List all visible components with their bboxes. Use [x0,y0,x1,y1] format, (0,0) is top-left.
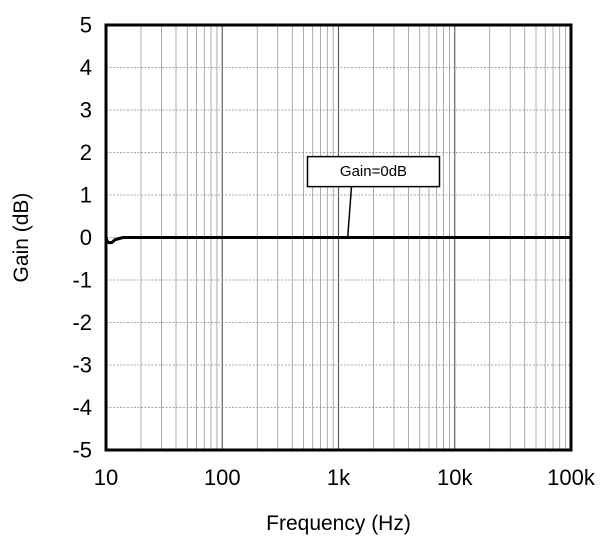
y-tick-label: -5 [72,438,92,463]
y-tick-label: 3 [80,98,92,123]
y-tick-label: 5 [80,13,92,38]
annotation-label: Gain=0dB [340,163,407,180]
annotation: Gain=0dB [306,155,441,238]
plot-frame [104,23,573,452]
y-axis-title: Gain (dB) [10,193,33,283]
y-tick-label: 1 [80,183,92,208]
y-tick-label: -1 [72,268,92,293]
series-layer [104,236,571,245]
x-tick-label: 100 [204,465,241,490]
y-tick-label: 0 [80,225,92,250]
x-tick-label: 10 [94,465,118,490]
y-tick-label: 2 [80,140,92,165]
y-tick-label: 4 [80,55,92,80]
x-tick-label: 100k [547,465,596,490]
annotation-leader-line [346,186,353,238]
x-tick-labels: 10 100 1k 10k 100k [94,465,596,490]
y-tick-label: -2 [72,310,92,335]
y-tick-label: -3 [72,353,92,378]
annotation-box [306,155,441,188]
x-axis-title: Frequency (Hz) [266,512,411,535]
y-tick-labels: 5 4 3 2 1 0 -1 -2 -3 -4 -5 [72,13,92,463]
x-tick-label: 1k [327,465,351,490]
x-tick-label: 10k [437,465,473,490]
y-tick-label: -4 [72,395,92,420]
gain-series-line [104,236,571,245]
